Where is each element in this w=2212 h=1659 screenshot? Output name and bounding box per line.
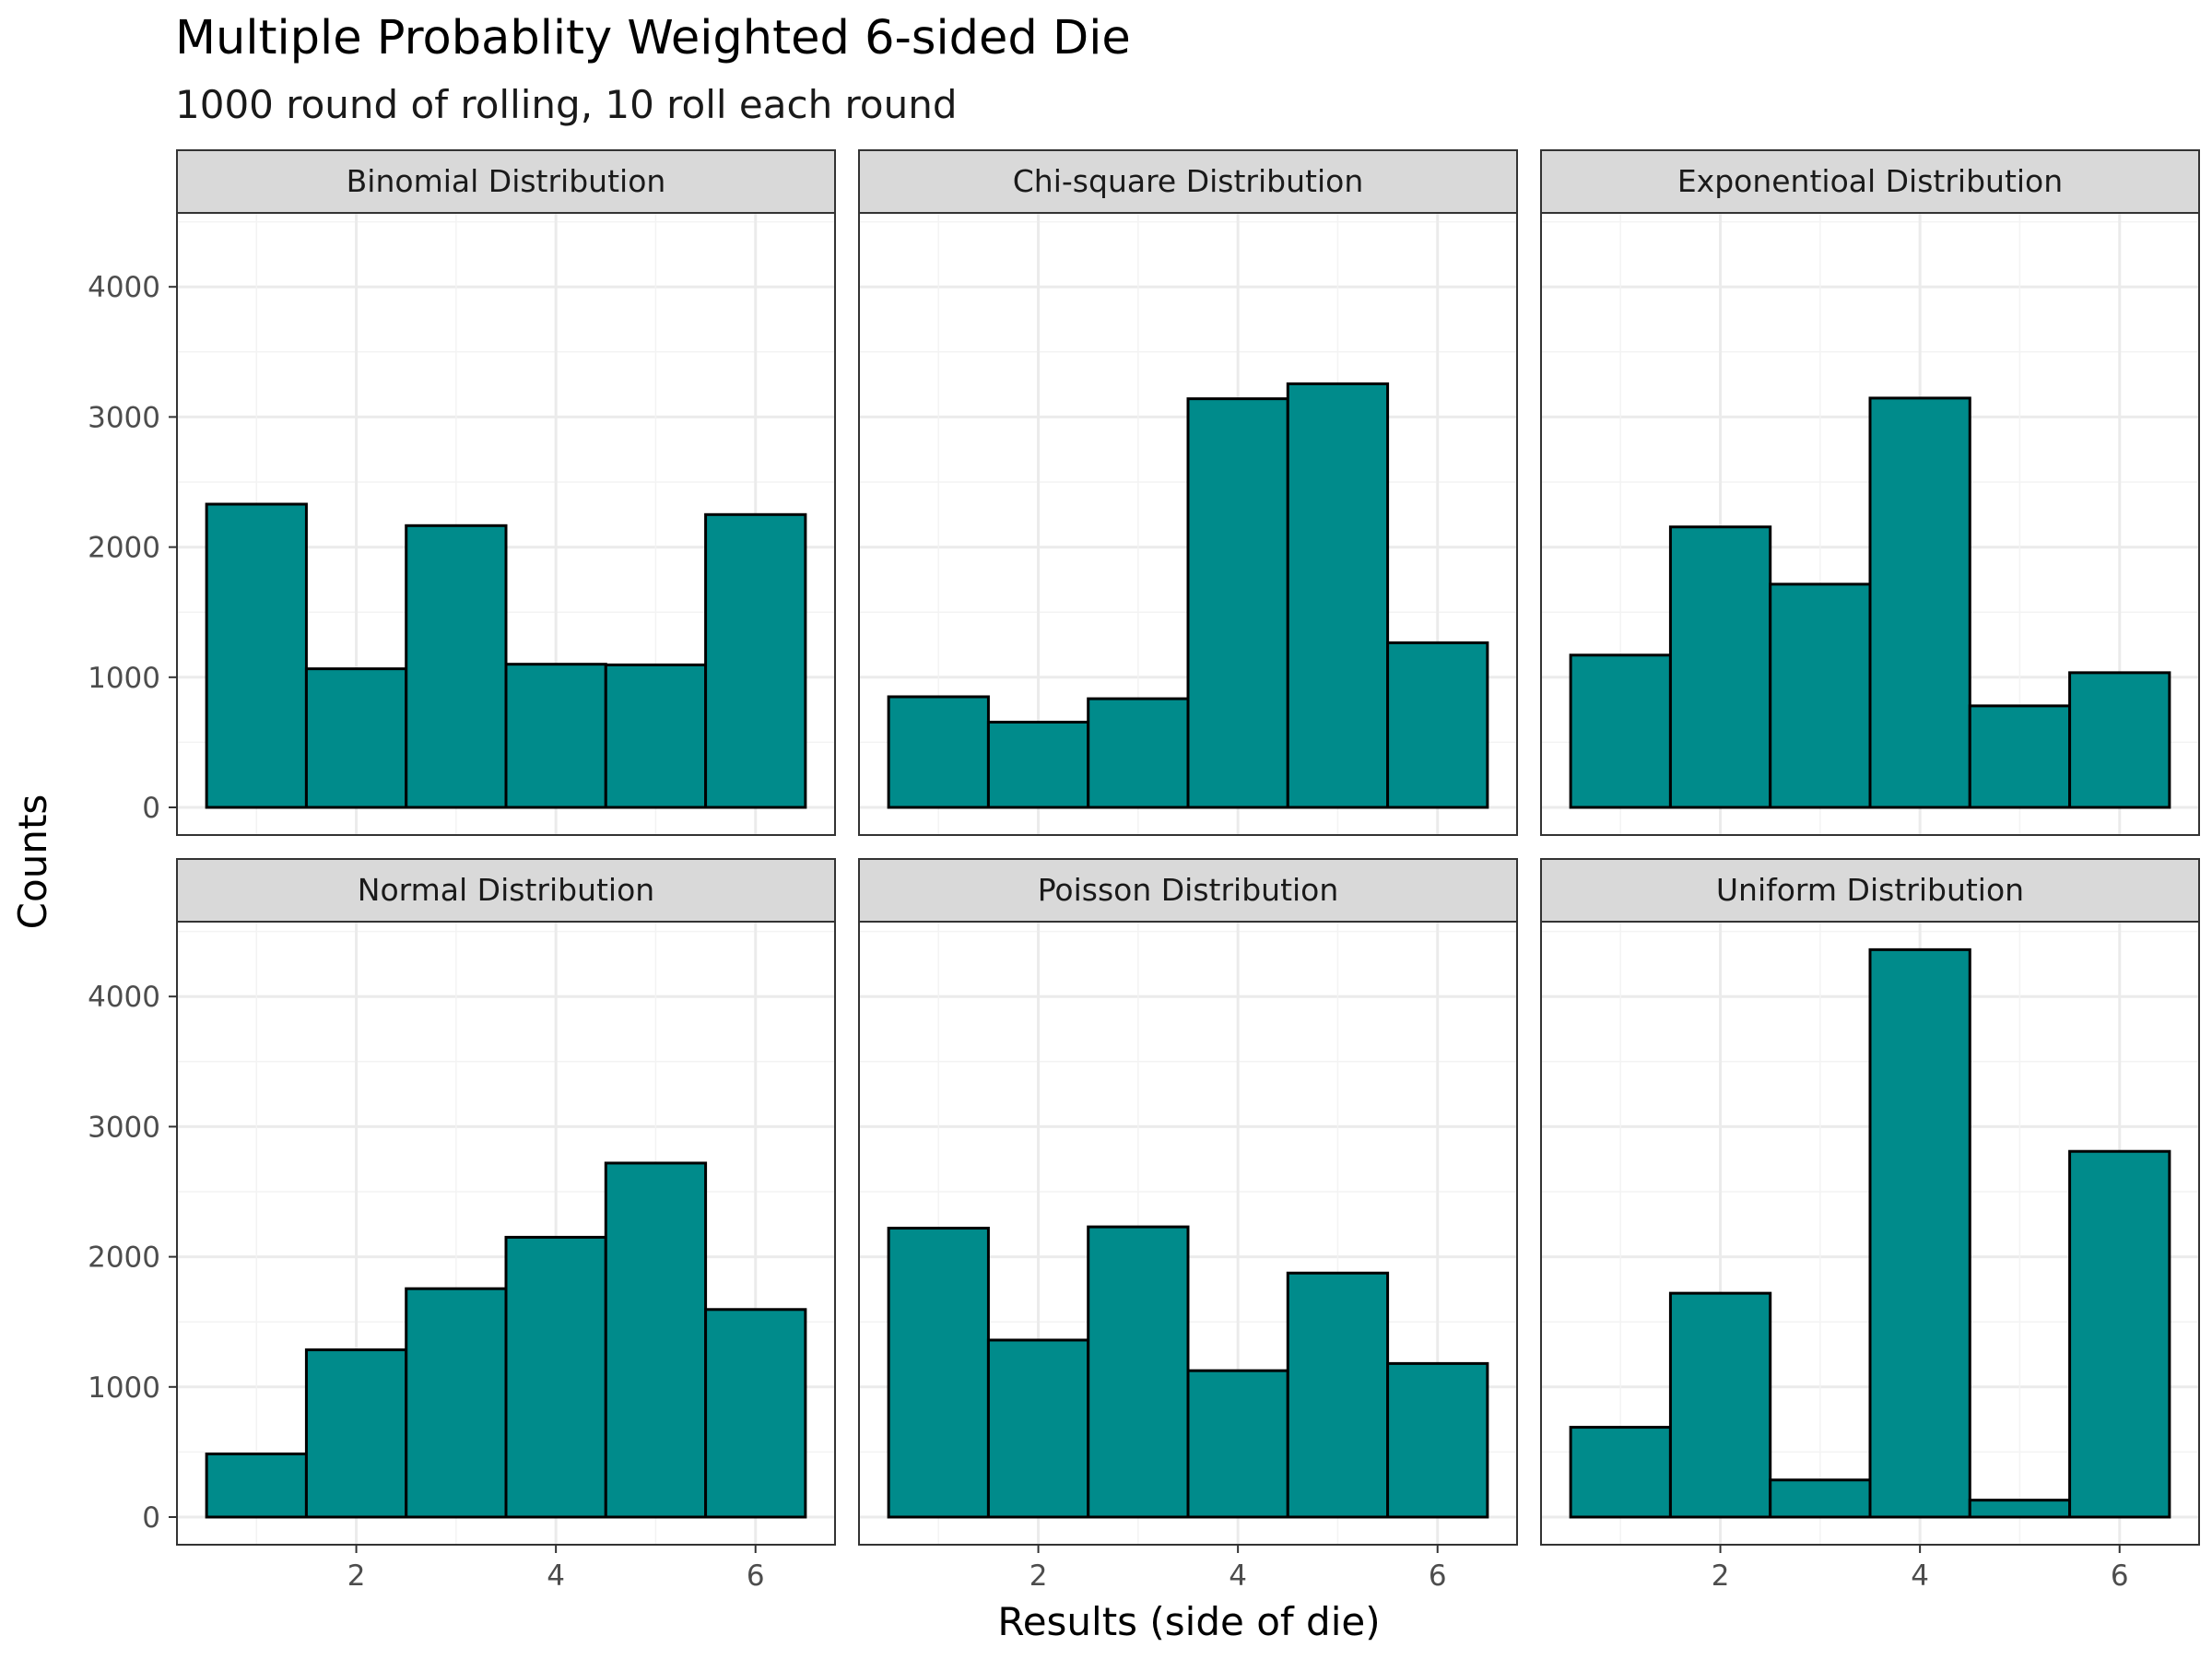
chart-subtitle: 1000 round of rolling, 10 roll each roun… xyxy=(175,82,958,127)
panel-border xyxy=(1540,921,2200,1546)
histogram-bar xyxy=(2068,1149,2171,1519)
facet-strip xyxy=(176,149,836,214)
histogram-bar xyxy=(1868,396,1971,809)
facet-label: Uniform Distribution xyxy=(1716,872,2024,908)
histogram-bar xyxy=(1968,1499,2072,1519)
histogram-bar xyxy=(304,1348,408,1519)
y-tick-label: 0 xyxy=(142,792,160,825)
facet-label: Binomial Distribution xyxy=(347,163,666,199)
y-tick-label: 0 xyxy=(142,1501,160,1535)
histogram-bar xyxy=(704,512,807,809)
facet-label: Chi-square Distribution xyxy=(1013,163,1363,199)
facet-strip xyxy=(858,149,1518,214)
facet-panel: Normal Distribution 0 1000 2000 3000 4000 2 4 6 xyxy=(88,858,836,1593)
facet-label: Normal Distribution xyxy=(358,872,654,908)
y-tick-label: 1000 xyxy=(88,662,160,695)
histogram-bar xyxy=(1569,653,1672,809)
facet-strip xyxy=(858,858,1518,923)
panel-border xyxy=(858,212,1518,836)
histogram-bar xyxy=(405,524,508,809)
panel-border xyxy=(176,212,836,836)
facet-label: Poisson Distribution xyxy=(1038,872,1339,908)
facet-panels: Binomial Distribution 0 1000 2000 3000 4000 Ch… xyxy=(88,149,2200,1593)
histogram-bar xyxy=(986,1338,1090,1519)
y-tick-label: 2000 xyxy=(88,532,160,565)
histogram-bar xyxy=(504,1235,607,1519)
histogram-bar xyxy=(1868,947,1971,1519)
facet-panel: Poisson Distribution 2 4 6 xyxy=(858,858,1518,1593)
histogram-bar xyxy=(2068,671,2171,809)
x-tick-label: 6 xyxy=(2111,1559,2129,1593)
histogram-bar xyxy=(405,1287,508,1519)
histogram-bar xyxy=(887,1227,990,1519)
x-tick-label: 4 xyxy=(1911,1559,1929,1593)
x-tick-label: 2 xyxy=(1712,1559,1730,1593)
facet-panel: Binomial Distribution 0 1000 2000 3000 4000 xyxy=(88,149,836,836)
histogram-bar xyxy=(1668,1291,1772,1519)
panel-border xyxy=(176,921,836,1546)
facet-panel: Chi-square Distribution xyxy=(858,149,1518,836)
y-tick-label: 4000 xyxy=(88,981,160,1014)
panel-border xyxy=(1540,212,2200,836)
histogram-bar xyxy=(604,1161,708,1519)
histogram-bar xyxy=(304,667,408,809)
y-tick-label: 1000 xyxy=(88,1371,160,1405)
facet-strip xyxy=(1540,149,2200,214)
facet-panel: Exponentioal Distribution xyxy=(1540,149,2200,836)
x-tick-label: 6 xyxy=(1429,1559,1447,1593)
histogram-bar xyxy=(1186,397,1289,809)
x-axis-title: Results (side of die) xyxy=(997,1599,1380,1644)
histogram-bar xyxy=(205,1453,308,1519)
histogram-bar xyxy=(704,1308,807,1519)
histogram-bar xyxy=(205,502,308,809)
histogram-bar xyxy=(1286,382,1390,809)
histogram-bar xyxy=(1668,525,1772,809)
histogram-bar xyxy=(1569,1426,1672,1519)
histogram-bar xyxy=(986,721,1090,809)
histogram-bar xyxy=(887,695,990,809)
y-tick-label: 3000 xyxy=(88,1111,160,1144)
y-tick-label: 3000 xyxy=(88,401,160,434)
histogram-bar xyxy=(1386,1361,1489,1519)
chart-title: Multiple Probablity Weighted 6-sided Die xyxy=(175,11,1131,65)
x-tick-label: 2 xyxy=(1030,1559,1048,1593)
histogram-bar xyxy=(604,663,708,809)
histogram-bar xyxy=(1087,1225,1190,1519)
histogram-bar xyxy=(1769,1478,1872,1519)
x-tick-label: 4 xyxy=(1229,1559,1247,1593)
panel-border xyxy=(858,921,1518,1546)
y-tick-label: 2000 xyxy=(88,1241,160,1275)
histogram-bar xyxy=(1386,641,1489,809)
x-tick-label: 6 xyxy=(747,1559,765,1593)
facet-label: Exponentioal Distribution xyxy=(1677,163,2063,199)
histogram-bar xyxy=(504,663,607,809)
facet-strip xyxy=(176,858,836,923)
facet-panel: Uniform Distribution 2 4 6 xyxy=(1540,858,2200,1593)
histogram-bar xyxy=(1087,697,1190,809)
histogram-bar xyxy=(1186,1369,1289,1519)
histogram-bar xyxy=(1286,1271,1390,1519)
x-tick-label: 4 xyxy=(547,1559,565,1593)
histogram-bar xyxy=(1968,704,2072,809)
histogram-bar xyxy=(1769,582,1872,809)
x-tick-label: 2 xyxy=(347,1559,366,1593)
y-axis-title: Counts xyxy=(10,794,55,930)
y-tick-label: 4000 xyxy=(88,271,160,304)
